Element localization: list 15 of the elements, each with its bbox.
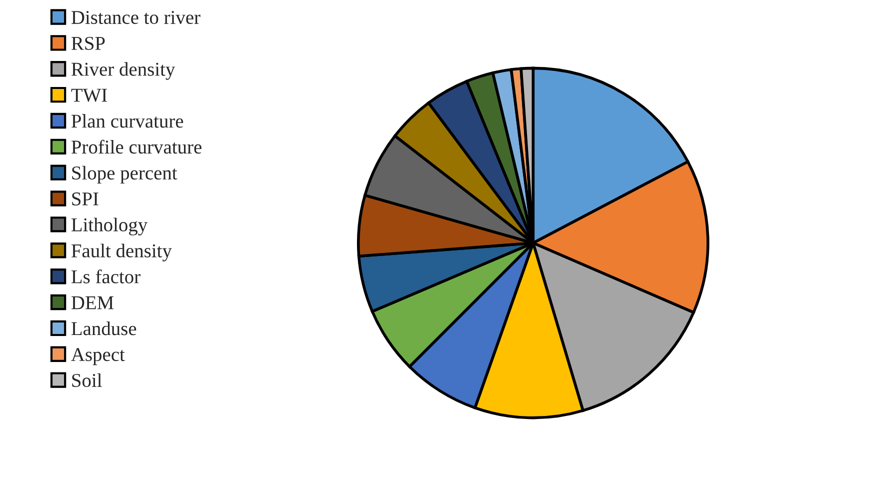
legend-label: Profile curvature xyxy=(71,140,202,154)
legend-label: Ls factor xyxy=(71,269,140,284)
legend-label: Plan curvature xyxy=(71,114,184,128)
legend-label: Fault density xyxy=(71,244,172,262)
legend-label: Distance to river xyxy=(71,10,200,24)
legend-label: Landuse xyxy=(71,322,136,336)
legend-label: Aspect xyxy=(71,348,125,366)
legend-label: Lithology xyxy=(71,218,148,236)
legend-label: TWI xyxy=(71,88,107,102)
legend-label: SPI xyxy=(72,192,98,206)
legend-label: River density xyxy=(71,62,176,80)
legend-label: Slope percent xyxy=(72,166,178,184)
legend-label: DEM xyxy=(71,296,114,310)
legend-label: Soil xyxy=(72,373,102,388)
legend-label: RSP xyxy=(71,36,105,50)
